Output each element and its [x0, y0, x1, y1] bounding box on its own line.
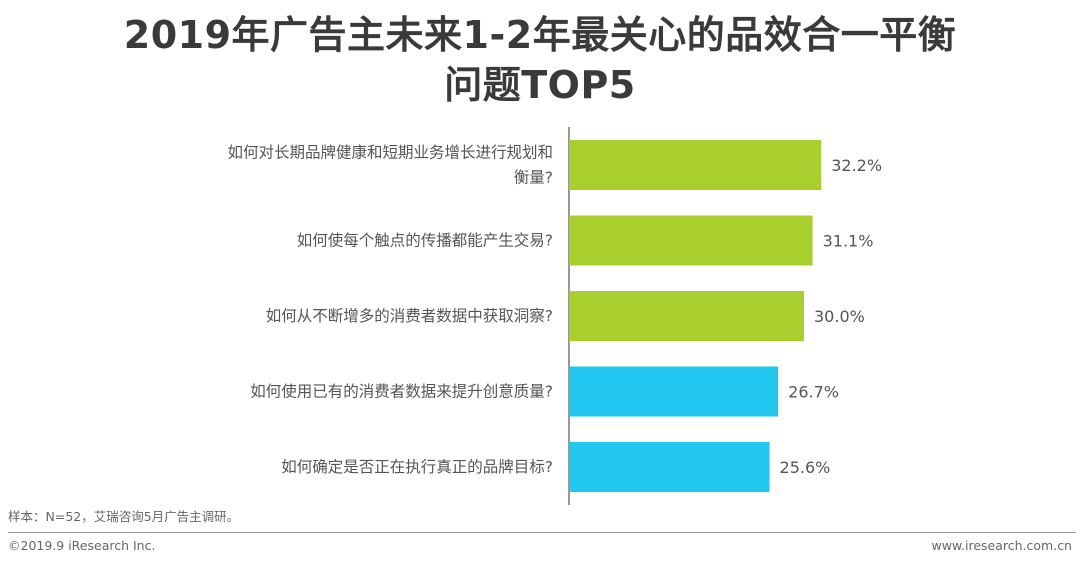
bar-4	[569, 366, 779, 417]
value-label-5: 25.6%	[780, 458, 831, 477]
bar-5	[569, 442, 770, 492]
value-label-1: 32.2%	[831, 156, 882, 175]
value-label-3: 30.0%	[814, 307, 865, 326]
category-label-2: 如何使每个触点的传播都能产生交易?	[297, 232, 553, 250]
chart-title: 2019年广告主未来1-2年最关心的品效合一平衡 问题TOP5	[0, 10, 1080, 110]
bar-2	[569, 215, 813, 266]
footer-divider	[8, 532, 1076, 533]
category-label-3: 如何从不断增多的消费者数据中获取洞察?	[266, 307, 553, 325]
sample-note: 样本：N=52，艾瑞咨询5月广告主调研。	[8, 509, 240, 524]
bar-3	[569, 291, 804, 341]
category-label-4: 如何使用已有的消费者数据来提升创意质量?	[250, 382, 553, 401]
category-label-5: 如何确定是否正在执行真正的品牌目标?	[281, 458, 553, 476]
website-link[interactable]: www.iresearch.com.cn	[931, 538, 1073, 553]
copyright-text: ©2019.9 iResearch Inc.	[8, 538, 156, 553]
value-label-2: 31.1%	[823, 232, 874, 251]
chart-title-line-2: 问题TOP5	[444, 63, 636, 107]
category-label-1-line-1: 如何对长期品牌健康和短期业务增长进行规划和	[227, 144, 553, 162]
bar-1	[569, 140, 822, 190]
chart-title-line-1: 2019年广告主未来1-2年最关心的品效合一平衡	[123, 13, 957, 57]
category-label-1-line-2: 衡量?	[514, 169, 553, 187]
value-label-4: 26.7%	[788, 383, 839, 402]
